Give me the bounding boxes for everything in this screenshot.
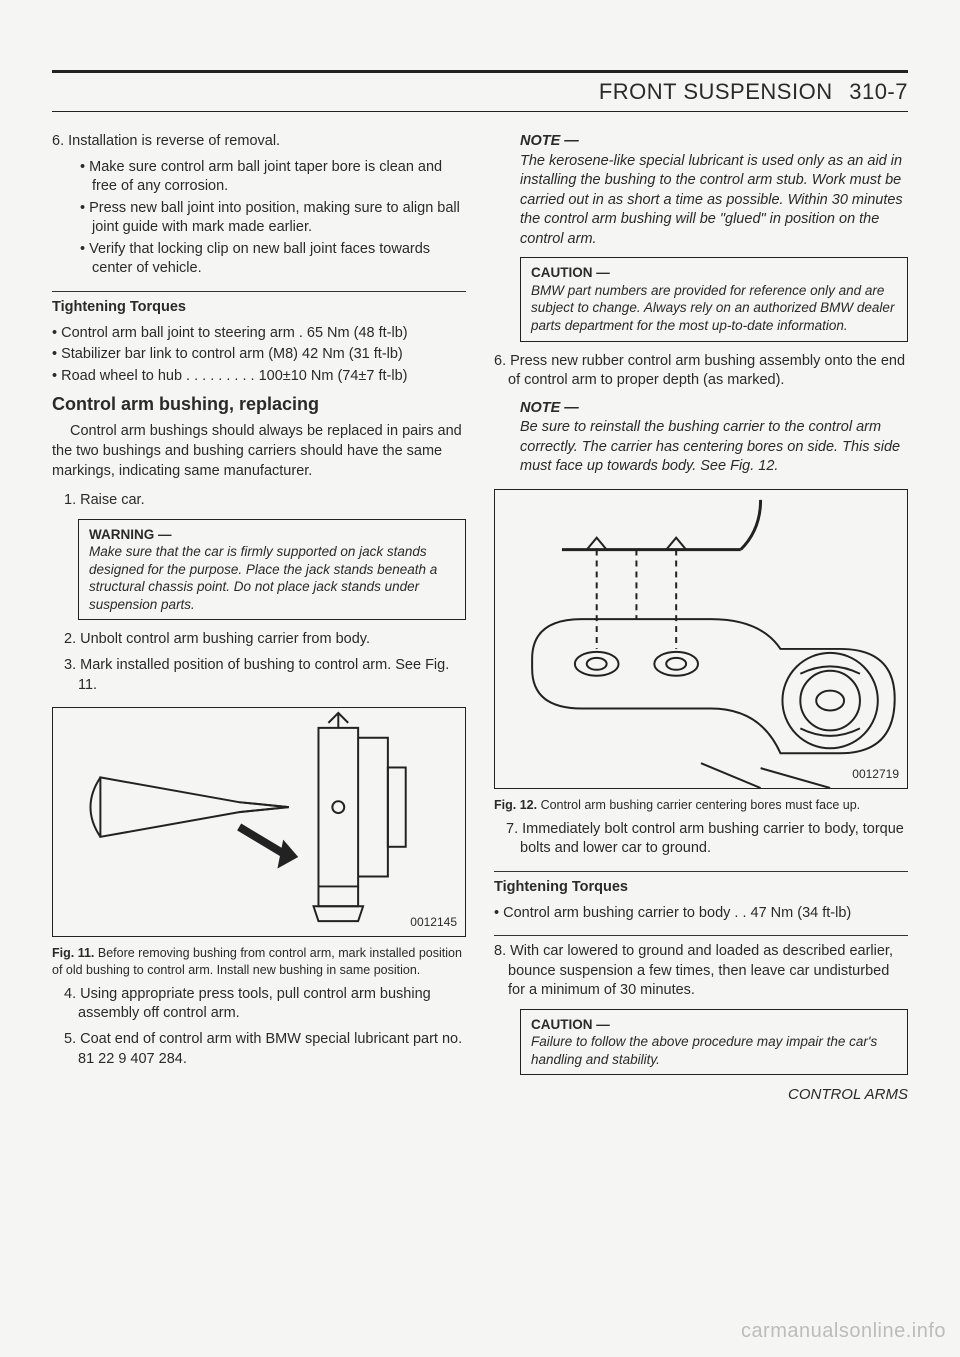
note-2: NOTE — Be sure to reinstall the bushing … [520, 399, 908, 477]
caution-head: CAUTION — [531, 265, 610, 280]
torques-list: Control arm ball joint to steering arm .… [52, 324, 466, 387]
torques-head: Tightening Torques [52, 298, 466, 318]
caution-body: Failure to follow the above procedure ma… [531, 1034, 877, 1067]
caution-box-1: CAUTION — BMW part numbers are provided … [520, 257, 908, 341]
step-6-lead: 6. Installation is reverse of removal. [66, 132, 466, 152]
figure-11-caption: Fig. 11. Before removing bushing from co… [52, 945, 466, 979]
step-6r: 6. Press new rubber control arm bushing … [508, 352, 908, 391]
left-column: 6. Installation is reverse of removal. M… [52, 126, 466, 1112]
note-body: The kerosene-like special lubricant is u… [520, 153, 903, 247]
warning-body: Make sure that the car is firmly support… [89, 544, 437, 612]
torque-item: Control arm bushing carrier to body . . … [494, 904, 908, 924]
header-rule-top [52, 70, 908, 73]
fig-lead: Fig. 11. [52, 946, 94, 960]
page-header: FRONT SUSPENSION 310-7 [52, 79, 908, 112]
torques-list-2: Control arm bushing carrier to body . . … [494, 904, 908, 924]
torque-item: Stabilizer bar link to control arm (M8) … [52, 345, 466, 365]
note-head: NOTE — [520, 400, 579, 416]
torque-item: Control arm ball joint to steering arm .… [52, 324, 466, 344]
header-title: FRONT SUSPENSION [599, 79, 833, 104]
caution-box-2: CAUTION — Failure to follow the above pr… [520, 1009, 908, 1076]
right-column: NOTE — The kerosene-like special lubrica… [494, 126, 908, 1112]
step-3: 3. Mark installed position of bushing to… [78, 656, 466, 695]
watermark: carmanualsonline.info [741, 1320, 946, 1343]
torque-item: Road wheel to hub . . . . . . . . . 100±… [52, 367, 466, 387]
fig-text: Before removing bushing from control arm… [52, 946, 462, 977]
columns: 6. Installation is reverse of removal. M… [52, 126, 908, 1112]
section-heading: Control arm bushing, replacing [52, 392, 466, 416]
step-1: 1. Raise car. [78, 491, 466, 511]
note-head: NOTE — [520, 133, 579, 149]
bullet: Make sure control arm ball joint taper b… [80, 158, 466, 197]
figure-12-caption: Fig. 12. Control arm bushing carrier cen… [494, 797, 908, 814]
warning-head: WARNING — [89, 527, 172, 542]
footer-section: CONTROL ARMS [494, 1085, 908, 1105]
caution-head: CAUTION — [531, 1017, 610, 1032]
figure-12: 0012719 [494, 489, 908, 789]
step-7: 7. Immediately bolt control arm bushing … [520, 820, 908, 859]
figure-11-svg [53, 708, 465, 936]
caution-body: BMW part numbers are provided for refere… [531, 283, 894, 333]
bullet: Press new ball joint into position, maki… [80, 199, 466, 238]
step-4: 4. Using appropriate press tools, pull c… [78, 985, 466, 1024]
note-1: NOTE — The kerosene-like special lubrica… [520, 132, 908, 249]
header-page-num: 310-7 [849, 79, 908, 104]
divider [494, 871, 908, 872]
step-2: 2. Unbolt control arm bushing carrier fr… [78, 630, 466, 650]
figure-11-id: 0012145 [410, 914, 457, 930]
warning-box: WARNING — Make sure that the car is firm… [78, 519, 466, 621]
figure-12-svg [495, 490, 907, 788]
torques-head-2: Tightening Torques [494, 878, 908, 898]
step-6-bullets: Make sure control arm ball joint taper b… [80, 158, 466, 279]
step-8: 8. With car lowered to ground and loaded… [508, 942, 908, 1001]
bullet: Verify that locking clip on new ball joi… [80, 240, 466, 279]
note-body: Be sure to reinstall the bushing carrier… [520, 419, 900, 474]
divider [494, 935, 908, 936]
divider [52, 291, 466, 292]
fig-text: Control arm bushing carrier centering bo… [541, 798, 861, 812]
fig-lead: Fig. 12. [494, 798, 537, 812]
figure-12-id: 0012719 [852, 766, 899, 782]
figure-11: 0012145 [52, 707, 466, 937]
intro-para: Control arm bushings should always be re… [52, 422, 466, 481]
page: FRONT SUSPENSION 310-7 6. Installation i… [0, 0, 960, 1112]
step-5: 5. Coat end of control arm with BMW spec… [78, 1030, 466, 1069]
